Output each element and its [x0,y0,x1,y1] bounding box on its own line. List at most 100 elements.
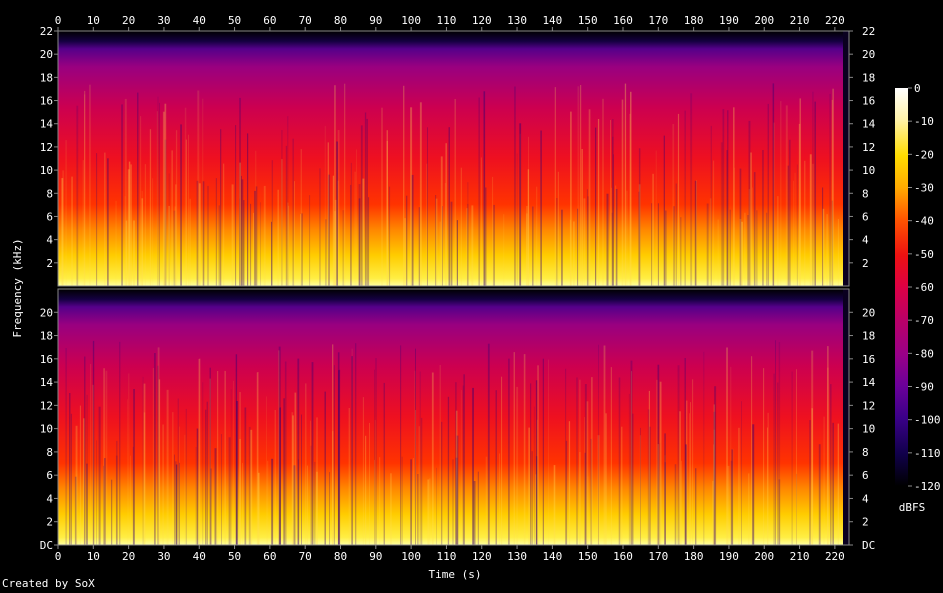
spectrum-streak [657,364,660,545]
colorbar-tick-label: -30 [914,182,934,195]
spectrum-streak [128,373,130,545]
spectrum-streak [455,382,457,545]
y-tick-label-right: 4 [862,492,869,505]
spectrum-streak [244,407,247,545]
spectrum-streak [274,410,276,545]
spectrum-streak [307,465,308,545]
spectrum-streak [730,460,733,545]
y-tick-label-left: 8 [46,187,53,200]
spectrum-streak [651,203,653,286]
spectrum-streak [124,98,127,287]
y-tick-label-left: 18 [40,71,53,84]
spectrum-streak [257,472,260,545]
spectrum-streak [324,391,326,545]
spectrum-streak [837,219,839,286]
spectrum-streak [773,122,775,286]
spectrum-streak [832,422,834,545]
spectrum-streak [804,160,806,286]
spectrum-streak [548,359,549,545]
spectrum-streak [629,113,631,286]
y-tick-label-right: 18 [862,71,875,84]
spectrum-streak [281,130,283,286]
spectrum-streak [236,401,239,545]
spectrum-streak [362,397,364,545]
spectrum-streak [528,136,529,286]
spectrum-streak [621,426,623,545]
x-tick-label-top: 140 [542,14,562,27]
spectrum-streak [583,198,586,286]
spectrum-streak [733,107,735,286]
spectrum-streak [231,184,234,286]
spectrum-streak [777,382,779,545]
spectrum-streak [415,348,416,545]
channel-1-spectrum [58,31,849,286]
spectrum-streak [471,205,474,286]
spectrum-streak [115,455,118,545]
spectrum-streak [411,174,414,286]
spectrum-streak [473,481,476,545]
y-tick-label-left: 18 [40,330,53,343]
spectrum-streak [84,94,86,287]
spectrum-streak [713,404,715,545]
spectrum-streak [294,181,295,286]
spectrum-streak [837,423,839,545]
spectrum-streak [284,361,287,545]
spectrum-streak [652,173,654,286]
spectrum-streak [638,191,640,286]
spectrum-streak [301,213,303,286]
y-tick-label-left: 4 [46,234,53,247]
spectrum-streak [89,84,91,286]
x-tick-label-bottom: 80 [334,550,347,563]
spectrum-streak [92,341,94,545]
spectrum-streak [84,90,86,287]
spectrum-streak [431,372,434,545]
spectrum-streak [333,365,335,545]
x-tick-label-top: 80 [334,14,347,27]
spectrum-streak [360,125,363,287]
x-tick-label-bottom: 150 [578,550,598,563]
y-tick-label-left: 8 [46,446,53,459]
spectrum-streak [472,387,474,545]
spectrum-streak [356,149,357,286]
spectrum-streak [621,99,624,286]
spectrum-streak [762,150,764,286]
spectrum-streak [553,465,556,545]
spectrum-streak [677,113,680,287]
spectrum-streak [495,390,497,545]
spectrum-streak [612,119,614,286]
spectrum-streak [452,459,454,545]
spectrum-streak [338,370,340,545]
spectrum-streak [780,101,782,286]
spectrum-streak [526,206,528,286]
spectrum-streak [750,152,752,286]
spectrum-streak [444,183,447,286]
channel-2-streaks [65,340,839,545]
spectrum-streak [628,393,630,545]
spectrum-streak [239,162,241,286]
spectrum-streak [130,164,132,286]
spectrum-streak [615,189,618,286]
colorbar-tick-label: -120 [914,480,941,493]
spectrum-streak [250,203,252,286]
x-tick-label-bottom: 100 [401,550,421,563]
y-tick-label-right: 14 [862,376,876,389]
spectrum-streak [753,172,756,286]
spectrum-streak [195,447,197,545]
spectrum-streak [748,120,751,287]
spectrum-streak [386,130,388,286]
spectrum-streak [467,203,469,286]
x-tick-label-top: 180 [684,14,704,27]
spectrum-streak [741,221,743,286]
spectrum-streak [533,406,535,545]
spectrum-streak [731,449,734,545]
spectrum-streak [210,468,212,545]
spectrum-streak [565,440,568,545]
spectrum-streak [612,136,614,286]
spectrum-streak [125,220,128,286]
spectrum-streak [730,366,732,545]
spectrum-streak [105,370,108,545]
spectrum-streak [332,175,335,286]
spectrum-streak [379,457,381,545]
spectrum-streak [773,373,775,545]
